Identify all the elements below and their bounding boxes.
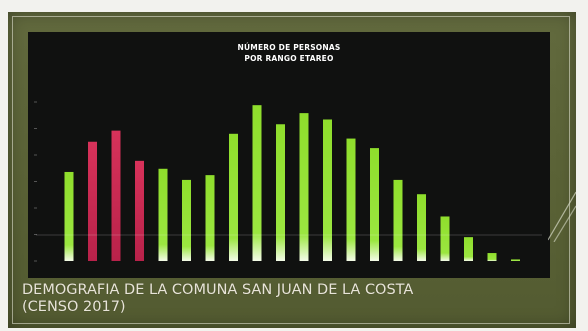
chart-title-line2: POR RANGO ETAREO	[244, 54, 334, 63]
bar-8	[229, 133, 238, 261]
bar-4	[135, 160, 144, 261]
bar-5	[158, 168, 168, 261]
bar-15	[393, 179, 403, 261]
decorative-stripes	[548, 191, 576, 242]
slide-frame	[12, 16, 570, 324]
chart-panel: NÚMERO DE PERSONAS POR RANGO ETAREO	[28, 32, 550, 278]
bar-18	[464, 237, 473, 261]
bar-3	[111, 130, 121, 261]
caption-line1: DEMOGRAFIA DE LA COMUNA SAN JUAN DE LA C…	[22, 282, 414, 298]
slide-caption: DEMOGRAFIA DE LA COMUNA SAN JUAN DE LA C…	[22, 282, 413, 316]
bar-11	[299, 113, 309, 261]
bar-chart	[34, 101, 542, 262]
bar-12	[323, 119, 332, 262]
bar-9	[252, 105, 262, 262]
bar-6	[182, 179, 191, 261]
bar-20	[511, 259, 520, 261]
bar-10	[276, 124, 285, 261]
bar-2	[88, 141, 97, 261]
bar-16	[417, 194, 426, 261]
bar-14	[370, 148, 379, 261]
chart-title: NÚMERO DE PERSONAS POR RANGO ETAREO	[28, 42, 550, 64]
bar-19	[487, 253, 497, 261]
caption-line2: (CENSO 2017)	[22, 299, 126, 315]
bar-7	[205, 175, 215, 261]
bar-1	[64, 171, 74, 261]
slide-background: NÚMERO DE PERSONAS POR RANGO ETAREO DEMO…	[8, 12, 576, 328]
bar-13	[346, 138, 356, 261]
bar-17	[440, 216, 450, 261]
chart-title-line1: NÚMERO DE PERSONAS	[237, 43, 341, 52]
